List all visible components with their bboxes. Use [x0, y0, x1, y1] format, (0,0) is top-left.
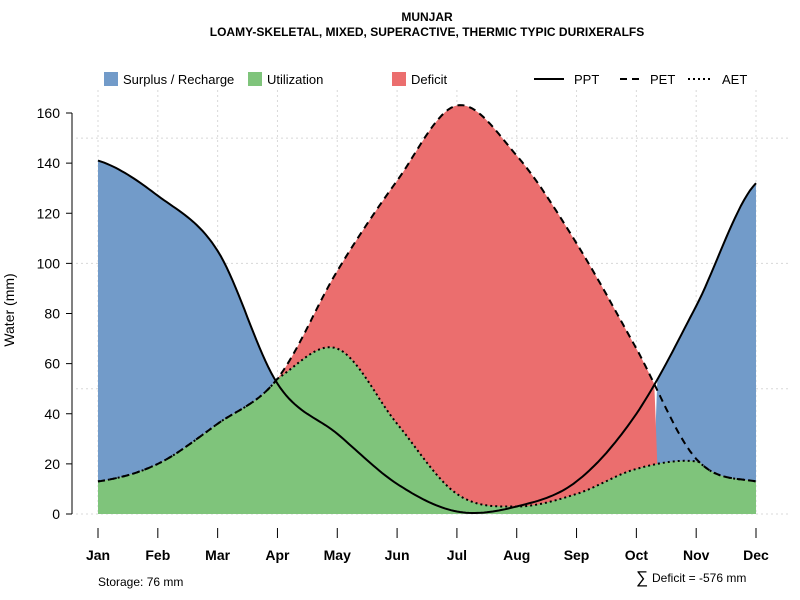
y-tick-label: 20 — [44, 456, 60, 472]
x-tick-label-may: May — [324, 547, 351, 563]
x-tick-label-apr: Apr — [265, 547, 290, 563]
y-tick-label: 160 — [37, 105, 61, 121]
x-tick-label-aug: Aug — [503, 547, 530, 563]
series-line-aet — [97, 346, 757, 508]
x-tick-label-oct: Oct — [625, 547, 649, 563]
x-tick-label-sep: Sep — [564, 547, 590, 563]
areas — [98, 105, 756, 515]
series-line-ppt — [97, 159, 757, 514]
legend-label-ppt: PPT — [574, 72, 599, 87]
x-tick-label-jun: Jun — [385, 547, 410, 563]
legend-label-deficit: Deficit — [411, 72, 448, 87]
chart-title: MUNJAR — [401, 10, 453, 24]
y-tick-label: 140 — [37, 155, 61, 171]
legend-label-pet: PET — [650, 72, 675, 87]
deficit-annotation: Deficit = -576 mm — [652, 571, 746, 585]
x-tick-label-jul: Jul — [447, 547, 467, 563]
axes: 0 20 40 60 80 100 120 140 160 Jan Feb Mar Apr May Jun J… — [37, 105, 769, 563]
legend-label-aet: AET — [722, 72, 747, 87]
legend-label-utilization: Utilization — [267, 72, 323, 87]
series-line-pet — [97, 104, 757, 483]
x-tick-label-mar: Mar — [205, 547, 230, 563]
series-lines — [97, 104, 757, 514]
x-tick-label-jan: Jan — [86, 547, 110, 563]
y-axis-label: Water (mm) — [1, 273, 17, 346]
legend-swatch-deficit — [392, 72, 406, 86]
legend-label-surplus: Surplus / Recharge — [123, 72, 234, 87]
y-tick-label: 80 — [44, 306, 60, 322]
storage-annotation: Storage: 76 mm — [98, 575, 183, 589]
y-tick-label: 100 — [37, 255, 61, 271]
legend: Surplus / Recharge Utilization Deficit P… — [104, 72, 747, 87]
legend-swatch-utilization — [248, 72, 262, 86]
x-tick-label-nov: Nov — [683, 547, 710, 563]
y-tick-label: 120 — [37, 205, 61, 221]
chart-subtitle: LOAMY-SKELETAL, MIXED, SUPERACTIVE, THER… — [210, 25, 644, 39]
sum-symbol: ∑ — [636, 568, 648, 587]
y-tick-label: 60 — [44, 356, 60, 372]
legend-swatch-surplus — [104, 72, 118, 86]
x-tick-label-dec: Dec — [743, 547, 769, 563]
utilization-area — [98, 347, 756, 514]
x-tick-label-feb: Feb — [145, 547, 170, 563]
y-tick-label: 0 — [52, 506, 60, 522]
y-tick-label: 40 — [44, 406, 60, 422]
